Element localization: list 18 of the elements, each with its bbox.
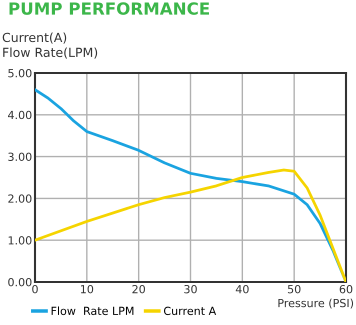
y-tick-label: 3.00 — [8, 152, 32, 161]
y-tick-label: 2.00 — [8, 194, 32, 203]
legend-label: Flow Rate LPM — [52, 306, 134, 316]
y-tick-label: 5.00 — [8, 68, 32, 78]
x-tick-label: 50 — [288, 284, 300, 294]
y-axis-title: Current(A) Flow Rate(LPM) — [2, 32, 98, 59]
y-tick-label: 0.00 — [8, 278, 32, 286]
x-tick-label: 40 — [236, 284, 249, 294]
x-tick-label: 20 — [132, 284, 145, 294]
x-tick-label: 60 — [340, 284, 352, 294]
legend-label: Current A — [164, 306, 216, 316]
x-tick-label: 10 — [80, 284, 94, 294]
x-tick-label: 30 — [184, 284, 197, 294]
y-tick-label: 1.00 — [8, 236, 32, 245]
chart-title: PUMP PERFORMANCE — [10, 2, 209, 15]
x-tick-label: 0 — [32, 284, 38, 294]
x-axis-title: Pressure (PSI) — [278, 298, 354, 309]
y-tick-label: 4.00 — [8, 110, 32, 120]
